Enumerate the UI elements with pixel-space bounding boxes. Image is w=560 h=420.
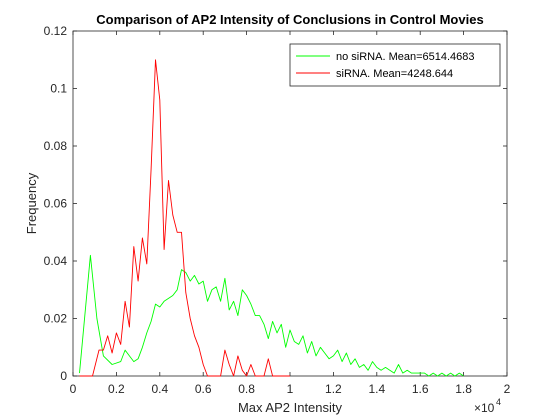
y-tick-label: 0 [60,369,67,383]
y-tick-label: 0.1 [50,82,67,96]
y-axis-ticks: 0 0.02 0.04 0.06 0.08 0.1 0.12 [44,24,507,383]
x-axis-label: Max AP2 Intensity [238,400,343,415]
x-tick-label: 1 [287,382,294,396]
y-tick-label: 0.12 [44,24,68,38]
series-line-sirna [79,59,290,377]
x-tick-label: 0.4 [151,382,168,396]
y-axis-label: Frequency [24,172,39,234]
legend-label-sirna: siRNA. Mean=4248.644 [336,68,453,80]
x-tick-label: 1.4 [368,382,385,396]
x-tick-label: 0 [70,382,77,396]
y-tick-label: 0.08 [44,139,68,153]
x-multiplier-label: ×10 [474,401,495,415]
chart-title: Comparison of AP2 Intensity of Conclusio… [96,12,483,27]
y-tick-label: 0.04 [44,254,68,268]
y-tick-label: 0.06 [44,197,68,211]
series-line-no-sirna [79,254,464,377]
x-tick-label: 1.8 [455,382,472,396]
x-tick-label: 1.6 [412,382,429,396]
x-tick-label: 0.6 [195,382,212,396]
x-tick-label: 0.8 [238,382,255,396]
x-tick-label: 0.2 [108,382,125,396]
x-tick-label: 2 [504,382,511,396]
series-layer [79,59,464,377]
legend: no siRNA. Mean=6514.4683 siRNA. Mean=424… [289,43,501,87]
x-multiplier-exponent: 4 [496,397,501,407]
legend-box [289,43,501,87]
x-axis-ticks: 0 0.2 0.4 0.6 0.8 1 1.2 1.4 1.6 1.8 2 [70,31,511,396]
legend-label-no-sirna: no siRNA. Mean=6514.4683 [336,51,475,63]
plot-area [72,30,508,377]
x-tick-label: 1.2 [325,382,342,396]
y-tick-label: 0.02 [44,312,68,326]
